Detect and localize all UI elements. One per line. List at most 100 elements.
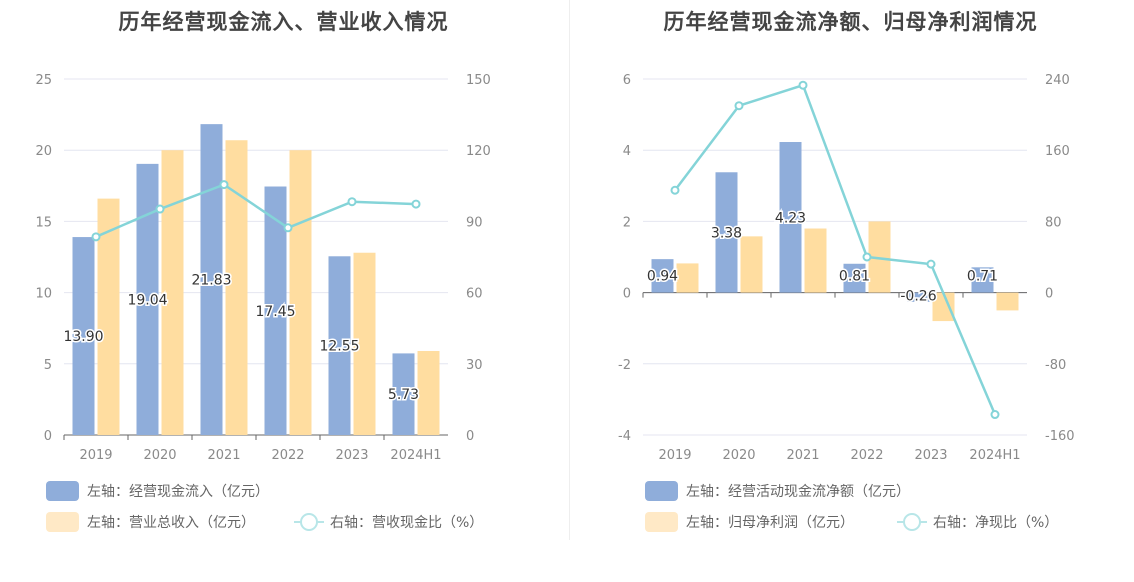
ratio-point xyxy=(670,185,680,195)
bar-series-2 xyxy=(417,350,440,435)
bar-series-2 xyxy=(804,228,827,293)
bar-series-1 xyxy=(907,292,930,302)
legend-item-net-cash-flow[interactable]: 左轴：经营活动现金流净额（亿元） xyxy=(645,481,910,501)
y-right-tick-label: -160 xyxy=(1045,429,1075,444)
bar-series-1 xyxy=(971,267,994,293)
chart-panel-left: 历年经营现金流入、营业收入情况 0 0 5 30 10 60 15 90 20 120 25 150 2… xyxy=(35,10,491,532)
y-right-tick-label: 0 xyxy=(1045,287,1053,302)
x-tick-label: 2019 xyxy=(658,448,691,463)
legend-line-icon xyxy=(294,512,324,532)
panel-divider xyxy=(569,0,570,540)
y-right-tick-label: 90 xyxy=(466,215,483,230)
x-tick-label: 2024H1 xyxy=(969,448,1020,463)
legend-label: 左轴：经营现金流入（亿元） xyxy=(87,484,269,500)
legend-item-net-profit[interactable]: 左轴：归母净利润（亿元） xyxy=(645,512,854,532)
y-right-tick-label: 0 xyxy=(466,429,474,444)
y-left-tick-label: 15 xyxy=(35,215,52,230)
bar-series-1 xyxy=(328,256,351,435)
bar-data-label: 3.38 xyxy=(711,225,742,241)
bar-series-1 xyxy=(72,237,95,435)
y-left-tick-label: 5 xyxy=(44,358,52,373)
ratio-point xyxy=(862,252,872,262)
ratio-point xyxy=(91,232,101,242)
legend-label: 左轴：营业总收入（亿元） xyxy=(87,515,255,531)
bar-series-2 xyxy=(353,252,376,435)
legend-swatch xyxy=(645,481,678,501)
legend-item-cash-inflow[interactable]: 左轴：经营现金流入（亿元） xyxy=(46,481,269,501)
x-tick-label: 2021 xyxy=(207,448,240,463)
y-left-tick-label: 0 xyxy=(623,287,631,302)
bar-series-2 xyxy=(676,263,699,293)
bar-data-label: 13.90 xyxy=(63,329,103,345)
y-left-tick-label: 20 xyxy=(35,144,52,159)
ratio-point xyxy=(926,259,936,269)
y-right-tick-label: 120 xyxy=(466,144,491,159)
chart-svg: -4 -160 -2 -80 0 0 2 80 4 160 6 240 2019 2020 2021 2022… xyxy=(618,73,1075,463)
y-right-tick-label: 80 xyxy=(1045,215,1062,230)
y-left-tick-label: -2 xyxy=(618,358,631,373)
bar-series-1 xyxy=(392,353,415,435)
bar-data-label: 17.45 xyxy=(255,304,295,320)
bar-series-2 xyxy=(225,140,248,435)
x-tick-label: 2022 xyxy=(850,448,883,463)
x-tick-label: 2021 xyxy=(786,448,819,463)
bar-series-1 xyxy=(200,124,223,435)
bar-series-2 xyxy=(740,236,763,293)
bar-series-1 xyxy=(136,163,159,435)
bar-data-label: 12.55 xyxy=(319,339,359,355)
x-tick-label: 2022 xyxy=(271,448,304,463)
chart-svg: 0 0 5 30 10 60 15 90 20 120 25 150 2019 2020 2021 2022 2… xyxy=(35,73,491,463)
bar-data-label: 0.94 xyxy=(647,269,678,285)
bar-series-2 xyxy=(932,292,955,322)
bar-series-1 xyxy=(715,172,738,293)
chart-title: 历年经营现金流净额、归母净利润情况 xyxy=(663,10,1038,34)
y-left-tick-label: -4 xyxy=(618,429,631,444)
legend-label: 右轴：净现比（%） xyxy=(933,515,1059,531)
bar-data-label: -0.26 xyxy=(900,289,936,305)
x-tick-label: 2023 xyxy=(335,448,368,463)
ratio-point xyxy=(990,410,1000,420)
bar-data-label: 4.23 xyxy=(775,210,806,226)
legend-swatch xyxy=(645,512,678,532)
ratio-point xyxy=(734,101,744,111)
bar-series-2 xyxy=(97,198,120,435)
bar-series-1 xyxy=(843,263,866,293)
bar-series-1 xyxy=(264,186,287,435)
y-right-tick-label: 240 xyxy=(1045,73,1070,88)
x-tick-label: 2020 xyxy=(143,448,176,463)
bar-series-2 xyxy=(289,150,312,435)
legend-label: 右轴：营收现金比（%） xyxy=(330,515,484,531)
x-tick-label: 2019 xyxy=(79,448,112,463)
ratio-point xyxy=(219,180,229,190)
bar-series-2 xyxy=(996,292,1019,311)
y-left-tick-label: 4 xyxy=(623,144,631,159)
ratio-line xyxy=(674,83,997,416)
x-tick-label: 2020 xyxy=(722,448,755,463)
ratio-point xyxy=(155,204,165,214)
y-right-tick-label: 160 xyxy=(1045,144,1070,159)
legend-item-revenue[interactable]: 左轴：营业总收入（亿元） xyxy=(46,512,255,532)
legend-item-ratio[interactable]: 右轴：营收现金比（%） xyxy=(294,512,483,532)
ratio-line xyxy=(95,183,417,238)
bar-data-label: 0.71 xyxy=(967,269,998,285)
bar-data-label: 19.04 xyxy=(127,292,167,308)
legend-line-icon xyxy=(897,512,927,532)
bar-series-1 xyxy=(779,142,802,293)
y-left-tick-label: 25 xyxy=(35,73,52,88)
legend-label: 左轴：归母净利润（亿元） xyxy=(686,515,854,531)
bar-series-2 xyxy=(161,150,184,435)
legend-swatch xyxy=(46,512,79,532)
bar-series-2 xyxy=(868,221,891,293)
chart-title: 历年经营现金流入、营业收入情况 xyxy=(118,10,449,34)
legend-item-net-cash-ratio[interactable]: 右轴：净现比（%） xyxy=(897,512,1058,532)
y-left-tick-label: 6 xyxy=(623,73,631,88)
ratio-point xyxy=(283,223,293,233)
x-tick-label: 2024H1 xyxy=(390,448,441,463)
bar-data-label: 5.73 xyxy=(388,387,419,403)
chart-panel-right: 历年经营现金流净额、归母净利润情况 -4 -160 -2 -80 0 0 2 80 4 160 6 2… xyxy=(567,0,1134,582)
y-right-tick-label: 30 xyxy=(466,358,483,373)
legend-swatch xyxy=(46,481,79,501)
bar-series-1 xyxy=(651,259,674,293)
bar-data-label: 0.81 xyxy=(839,269,870,285)
legend-label: 左轴：经营活动现金流净额（亿元） xyxy=(686,484,910,500)
